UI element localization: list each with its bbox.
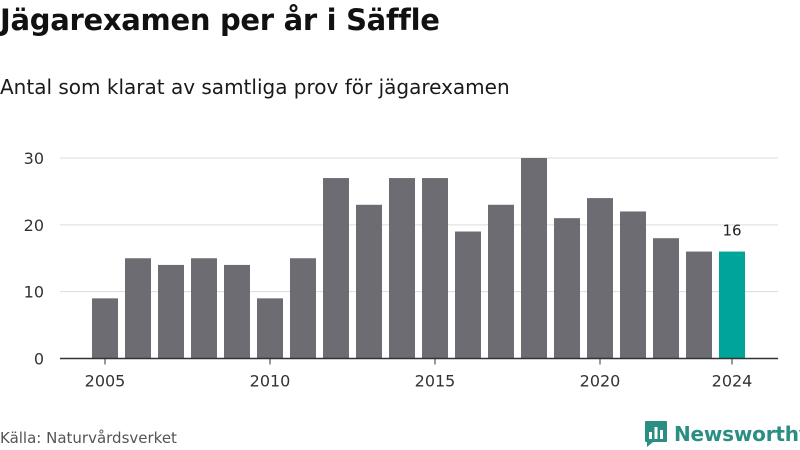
chart-title: Jägarexamen per år i Säffle [0, 3, 440, 37]
x-tick-label: 2020 [580, 372, 621, 391]
brand-name: Newsworthy [674, 422, 800, 446]
bar [488, 204, 514, 359]
bar [290, 258, 316, 359]
x-tick-label: 2024 [712, 372, 753, 391]
bar [455, 231, 481, 359]
bar [125, 258, 151, 359]
bar [191, 258, 217, 359]
data-label: 16 [722, 222, 741, 240]
bar-highlight [719, 251, 745, 359]
y-tick-label: 0 [34, 350, 44, 369]
y-tick-label: 30 [24, 149, 44, 168]
bar [587, 198, 613, 359]
chart-subtitle: Antal som klarat av samtliga prov för jä… [0, 75, 510, 99]
bar [92, 298, 118, 359]
bar [653, 238, 679, 359]
x-tick-label: 2010 [250, 372, 291, 391]
bar [620, 211, 646, 359]
source-note: Källa: Naturvårdsverket [0, 429, 177, 447]
bar [422, 178, 448, 359]
y-tick-label: 20 [24, 216, 44, 235]
newsworthy-logo: Newsworthy [644, 420, 800, 448]
bar [356, 204, 382, 359]
bar [158, 264, 184, 359]
x-tick-label: 2005 [85, 372, 126, 391]
y-tick-label: 10 [24, 283, 44, 302]
bar [686, 251, 712, 359]
bar [389, 178, 415, 359]
bar [323, 178, 349, 359]
bar [521, 158, 547, 359]
bar [224, 264, 250, 359]
bar [554, 218, 580, 359]
bar-chart: 0 10 20 30 16 2005 2010 2015 2020 2024 [24, 149, 778, 391]
x-tick-label: 2015 [415, 372, 456, 391]
newsworthy-logo-icon [645, 421, 667, 447]
bar [257, 298, 283, 359]
